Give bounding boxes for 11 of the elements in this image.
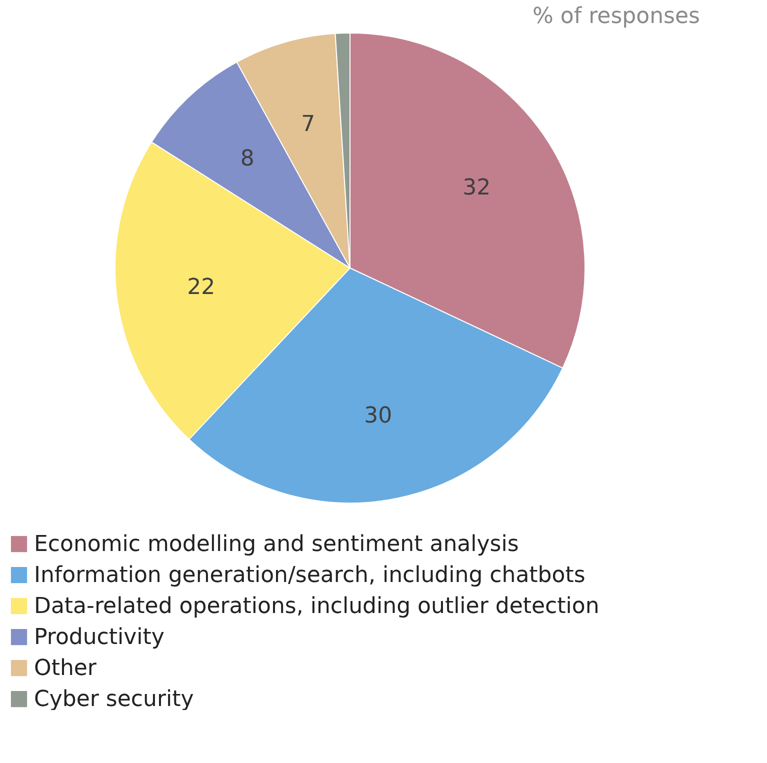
chart-subtitle: % of responses	[532, 4, 700, 29]
legend-label: Data-related operations, including outlier detection	[34, 594, 600, 619]
legend-label: Productivity	[34, 625, 164, 650]
legend-label: Other	[34, 656, 98, 681]
data-label: 8	[240, 146, 254, 172]
legend-label: Information generation/search, including chatbots	[34, 563, 586, 588]
data-label: 32	[462, 176, 491, 201]
data-label: 22	[187, 274, 216, 300]
legend-label: Economic modelling and sentiment analysis	[34, 532, 519, 557]
data-label: 30	[364, 403, 392, 428]
data-label: 7	[301, 112, 316, 137]
